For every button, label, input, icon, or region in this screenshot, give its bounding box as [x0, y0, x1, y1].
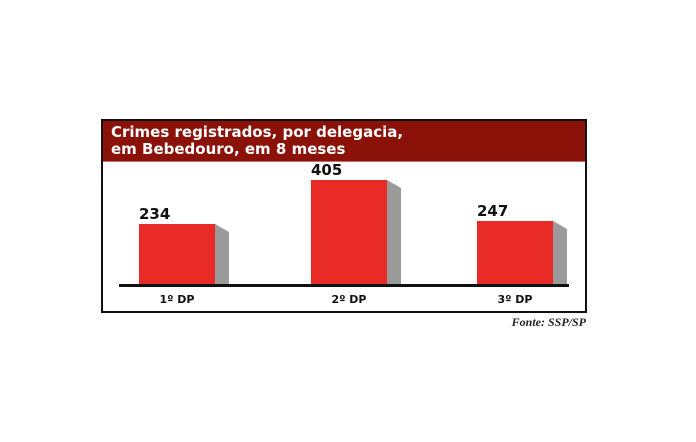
value-label-3: 247	[477, 202, 509, 220]
bar-side-3	[553, 221, 567, 284]
x-axis-baseline	[119, 284, 569, 287]
bar-side-1	[215, 224, 229, 284]
bar-2	[311, 180, 387, 284]
value-label-1: 234	[139, 205, 171, 223]
chart-title: Crimes registrados, por delegacia, em Be…	[111, 124, 403, 158]
chart-title-line-1: Crimes registrados, por delegacia,	[111, 123, 404, 141]
bar-side-2	[387, 180, 401, 284]
chart-title-line-2: em Bebedouro, em 8 meses	[111, 140, 346, 158]
bar-1	[139, 224, 215, 284]
chart-header: Crimes registrados, por delegacia, em Be…	[103, 121, 585, 162]
category-label-2: 2º DP	[331, 293, 367, 306]
value-label-2: 405	[311, 161, 343, 179]
chart-frame: Crimes registrados, por delegacia, em Be…	[101, 119, 587, 313]
category-label-3: 3º DP	[497, 293, 533, 306]
source-note: Fonte: SSP/SP	[511, 315, 586, 329]
bar-3	[477, 221, 553, 284]
category-label-1: 1º DP	[159, 293, 195, 306]
